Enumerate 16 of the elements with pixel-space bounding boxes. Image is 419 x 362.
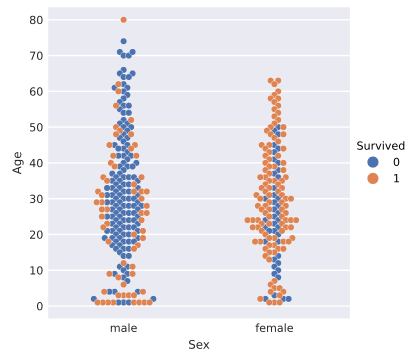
y-tick-label: 20: [30, 230, 43, 239]
y-tick-label: 10: [30, 266, 43, 275]
y-tick-label: 30: [30, 194, 43, 204]
legend-label: 1: [394, 174, 399, 182]
y-tick-label: 0: [36, 302, 43, 310]
y-tick-label: 60: [30, 87, 43, 96]
x-tick-label: female: [256, 323, 294, 332]
x-axis-title: Sex: [189, 340, 210, 349]
legend-title: Survived: [357, 141, 404, 150]
y-tick-label: 70: [30, 52, 43, 60]
y-tick-label: 80: [30, 16, 43, 24]
y-tick-label: 50: [30, 123, 43, 132]
x-tick-label: male: [110, 323, 137, 332]
y-axis-title: Age: [12, 152, 24, 174]
y-tick-label: 40: [30, 158, 43, 168]
legend-label: 0: [394, 158, 400, 166]
